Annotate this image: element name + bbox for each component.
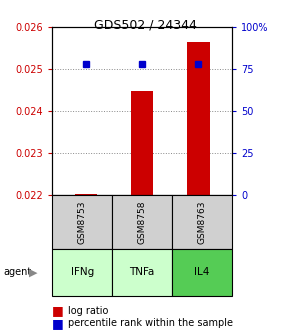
Text: agent: agent: [3, 267, 31, 277]
Text: GSM8763: GSM8763: [197, 200, 206, 244]
Bar: [187, 42, 209, 195]
Text: IFNg: IFNg: [70, 267, 94, 277]
Text: GSM8758: GSM8758: [137, 200, 147, 244]
Text: percentile rank within the sample: percentile rank within the sample: [68, 318, 233, 328]
Text: GSM8753: GSM8753: [78, 200, 87, 244]
Bar: [131, 91, 153, 195]
Text: GDS502 / 24344: GDS502 / 24344: [94, 18, 196, 32]
Bar: [75, 194, 97, 195]
Text: ■: ■: [52, 317, 64, 330]
Text: TNFa: TNFa: [129, 267, 155, 277]
Text: IL4: IL4: [194, 267, 210, 277]
Text: ■: ■: [52, 304, 64, 317]
Text: log ratio: log ratio: [68, 306, 108, 316]
Text: ▶: ▶: [29, 267, 37, 277]
